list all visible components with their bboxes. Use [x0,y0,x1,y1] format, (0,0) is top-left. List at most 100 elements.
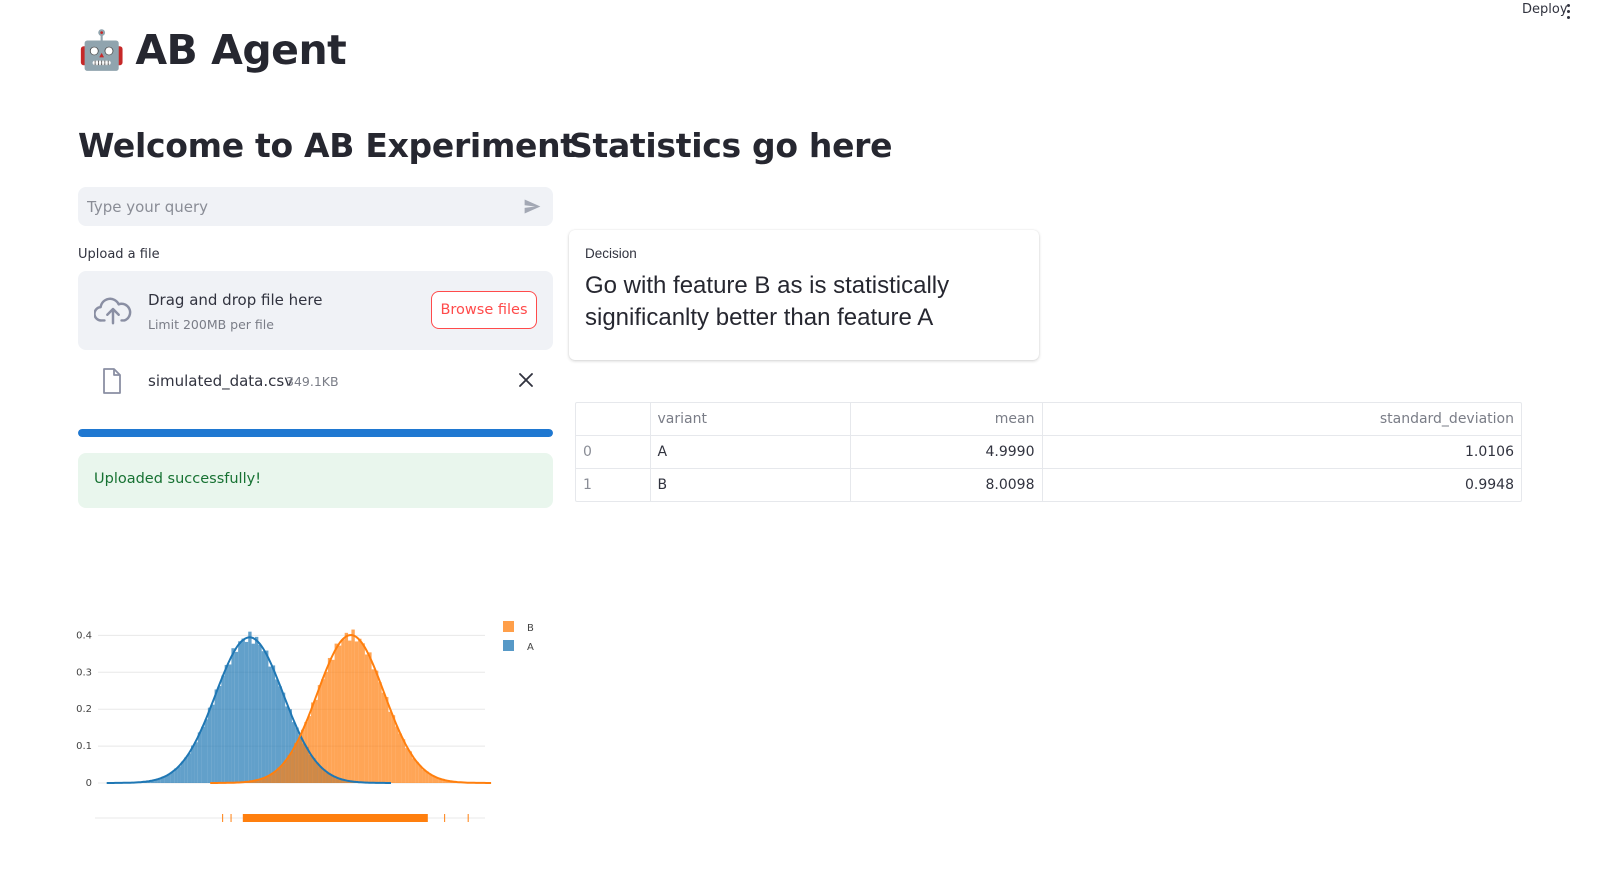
histogram-bar-B [442,779,446,783]
metric-value: Go with feature B as is statistically si… [585,272,950,331]
table-row: 0 A 4.9990 1.0106 [576,435,1521,469]
histogram-bar-B [364,654,369,783]
legend-label-A: A [527,642,534,653]
send-icon[interactable] [522,196,543,217]
histogram-bar-A [221,675,225,783]
deploy-button[interactable]: Deploy [1522,2,1568,17]
histogram-bar-B [344,632,349,783]
histogram-bar-B [307,716,312,783]
column-header[interactable]: standard_deviation [1042,403,1521,436]
histogram-bar-B [395,726,399,783]
histogram-bar-A [160,777,165,783]
histogram-bar-B [368,652,372,783]
histogram-bar-A [248,631,252,783]
dropzone-limit: Limit 200MB per file [148,317,274,332]
column-header[interactable] [576,403,651,436]
histogram-bar-A [150,780,155,783]
row-index: 0 [576,435,651,469]
histogram-bar-A [278,686,282,783]
histogram-bar-B [263,777,268,783]
histogram-bar-B [405,748,409,783]
histogram-bar-B [327,657,332,783]
main-menu-button[interactable] [1562,1,1574,21]
histogram-bar-B [348,640,352,783]
table-cell[interactable]: 1.0106 [1042,435,1521,469]
histogram-bar-B [284,760,288,783]
browse-files-button[interactable]: Browse files [431,291,537,329]
file-name: simulated_data.csv [148,372,294,390]
histogram-bar-B [334,643,338,783]
histogram-bar-A [184,757,188,783]
file-dropzone[interactable]: Drag and drop file here Limit 200MB per … [78,271,553,350]
histogram-bar-B [385,697,389,783]
metric-label: Decision [585,246,637,261]
histogram-bar-A [281,692,286,783]
y-tick-label: 0.2 [76,704,92,715]
histogram-bar-A [191,745,195,783]
row-index: 1 [576,468,651,501]
y-tick-label: 0.1 [76,741,92,752]
histogram-bar-B [337,645,342,783]
legend-swatch-A [503,640,514,651]
close-icon[interactable] [516,370,536,390]
histogram-bar-B [341,639,345,783]
histogram-bar-B [287,755,291,783]
column-header[interactable]: mean [850,403,1043,436]
histogram-bar-A [174,768,178,783]
histogram-bar-B [401,739,406,783]
app-title: 🤖 AB Agent [78,26,347,74]
y-tick-label: 0 [86,778,92,789]
query-input[interactable] [78,187,516,226]
legend-label-B: B [527,623,534,634]
table-cell[interactable]: 8.0098 [850,468,1043,501]
histogram-bar-A [275,679,279,783]
histogram-bar-B [270,773,275,783]
histogram-bar-A [207,707,212,783]
histogram-bar-A [285,706,289,783]
histogram-bar-A [271,665,276,783]
uploaded-file: simulated_data.csv 349.1KB [78,362,553,400]
histogram-bar-B [257,779,261,783]
table-cell[interactable]: 0.9948 [1465,477,1514,493]
histogram-bar-A [261,651,266,783]
histogram-bar-B [351,629,355,783]
histogram-bar-A [244,641,249,783]
table-cell[interactable]: A [650,435,851,469]
histogram-bar-B [371,669,375,783]
histogram-bar-A [251,643,255,783]
stats-dataframe[interactable]: variant mean standard_deviation 0 A 4.99… [575,402,1522,502]
histogram-bar-B [432,776,436,783]
histogram-bar-B [321,679,325,783]
histogram-bar-B [425,771,429,783]
histogram-bar-B [294,742,298,783]
histogram-bar-B [374,670,379,783]
histogram-bar-A [268,666,272,783]
histogram-bar-A [157,778,161,783]
robot-icon: 🤖 [78,28,126,72]
histogram-bar-A [197,732,202,783]
column-header[interactable]: variant [650,403,851,436]
histogram-bar-B [317,685,322,783]
app-title-text: AB Agent [135,26,347,74]
right-heading: Statistics go here [569,126,893,165]
kde-line-A [106,636,391,784]
success-message: Uploaded successfully! [94,471,262,487]
histogram-bar-A [204,719,208,783]
histogram-bar-B [378,682,382,783]
histogram-bar-B [253,780,258,783]
histogram-bar-B [304,722,308,783]
histogram-bar-A [211,704,215,783]
histogram-bar-B [314,699,318,783]
table-cell[interactable]: B [650,468,851,501]
histogram-bar-B [311,702,315,783]
histogram-bar-B [290,751,295,783]
table-cell[interactable]: 4.9990 [850,435,1043,469]
histogram-bar-B [267,775,271,783]
distribution-chart[interactable]: 0 0.1 0.2 0.3 0.4 BA [70,618,570,848]
histogram-bar-A [154,779,158,783]
chat-input[interactable] [78,187,553,226]
histogram-bar-B [324,671,328,783]
histogram-bar-B [438,779,443,783]
histogram-bar-B [277,767,281,783]
histogram-bar-A [254,636,259,783]
